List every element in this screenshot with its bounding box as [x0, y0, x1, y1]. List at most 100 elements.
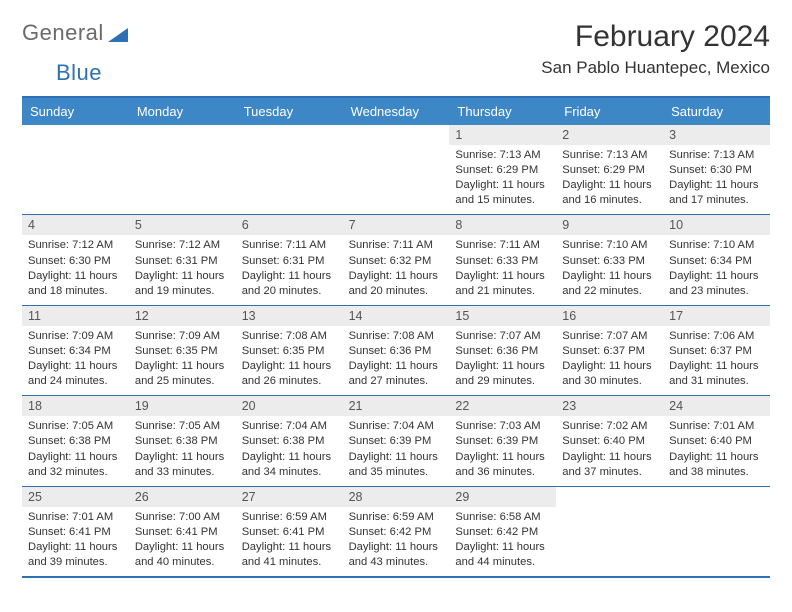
day-info: Sunrise: 7:12 AMSunset: 6:30 PMDaylight:…: [22, 235, 129, 304]
day-cell: 11Sunrise: 7:09 AMSunset: 6:34 PMDayligh…: [22, 306, 129, 395]
day-info: Sunrise: 7:01 AMSunset: 6:40 PMDaylight:…: [663, 416, 770, 485]
day-cell: 17Sunrise: 7:06 AMSunset: 6:37 PMDayligh…: [663, 306, 770, 395]
dow-cell: Saturday: [663, 98, 770, 125]
day-cell: [343, 125, 450, 214]
day-number: 11: [22, 306, 129, 326]
day-cell: 6Sunrise: 7:11 AMSunset: 6:31 PMDaylight…: [236, 215, 343, 304]
day-number: 7: [343, 215, 450, 235]
day-info: Sunrise: 7:08 AMSunset: 6:35 PMDaylight:…: [236, 326, 343, 395]
day-cell: [236, 125, 343, 214]
day-number: 24: [663, 396, 770, 416]
day-info: Sunrise: 6:59 AMSunset: 6:41 PMDaylight:…: [236, 507, 343, 576]
dow-cell: Friday: [556, 98, 663, 125]
day-info: Sunrise: 7:10 AMSunset: 6:33 PMDaylight:…: [556, 235, 663, 304]
dow-header-row: SundayMondayTuesdayWednesdayThursdayFrid…: [22, 98, 770, 125]
dow-cell: Sunday: [22, 98, 129, 125]
day-info: Sunrise: 7:04 AMSunset: 6:39 PMDaylight:…: [343, 416, 450, 485]
location: San Pablo Huantepec, Mexico: [541, 58, 770, 78]
dow-cell: Thursday: [449, 98, 556, 125]
day-cell: 16Sunrise: 7:07 AMSunset: 6:37 PMDayligh…: [556, 306, 663, 395]
day-cell: [22, 125, 129, 214]
day-info: Sunrise: 7:11 AMSunset: 6:33 PMDaylight:…: [449, 235, 556, 304]
week-row: 4Sunrise: 7:12 AMSunset: 6:30 PMDaylight…: [22, 214, 770, 304]
day-cell: 22Sunrise: 7:03 AMSunset: 6:39 PMDayligh…: [449, 396, 556, 485]
day-cell: 1Sunrise: 7:13 AMSunset: 6:29 PMDaylight…: [449, 125, 556, 214]
day-number: 6: [236, 215, 343, 235]
day-cell: 5Sunrise: 7:12 AMSunset: 6:31 PMDaylight…: [129, 215, 236, 304]
day-number: 5: [129, 215, 236, 235]
day-cell: 28Sunrise: 6:59 AMSunset: 6:42 PMDayligh…: [343, 487, 450, 576]
day-number: 22: [449, 396, 556, 416]
day-cell: 2Sunrise: 7:13 AMSunset: 6:29 PMDaylight…: [556, 125, 663, 214]
day-number: 2: [556, 125, 663, 145]
day-number: 3: [663, 125, 770, 145]
day-number: 28: [343, 487, 450, 507]
day-info: Sunrise: 7:09 AMSunset: 6:34 PMDaylight:…: [22, 326, 129, 395]
day-info: Sunrise: 7:08 AMSunset: 6:36 PMDaylight:…: [343, 326, 450, 395]
day-info: Sunrise: 7:13 AMSunset: 6:29 PMDaylight:…: [556, 145, 663, 214]
day-number: 10: [663, 215, 770, 235]
week-row: 25Sunrise: 7:01 AMSunset: 6:41 PMDayligh…: [22, 486, 770, 576]
day-cell: 26Sunrise: 7:00 AMSunset: 6:41 PMDayligh…: [129, 487, 236, 576]
day-info: Sunrise: 7:10 AMSunset: 6:34 PMDaylight:…: [663, 235, 770, 304]
day-cell: 10Sunrise: 7:10 AMSunset: 6:34 PMDayligh…: [663, 215, 770, 304]
day-cell: [129, 125, 236, 214]
day-number: 12: [129, 306, 236, 326]
logo-text-1: General: [22, 20, 104, 46]
dow-cell: Tuesday: [236, 98, 343, 125]
day-number: 8: [449, 215, 556, 235]
day-info: Sunrise: 7:05 AMSunset: 6:38 PMDaylight:…: [129, 416, 236, 485]
day-cell: 14Sunrise: 7:08 AMSunset: 6:36 PMDayligh…: [343, 306, 450, 395]
day-info: Sunrise: 7:07 AMSunset: 6:37 PMDaylight:…: [556, 326, 663, 395]
day-cell: [663, 487, 770, 576]
day-info: Sunrise: 7:04 AMSunset: 6:38 PMDaylight:…: [236, 416, 343, 485]
day-cell: 19Sunrise: 7:05 AMSunset: 6:38 PMDayligh…: [129, 396, 236, 485]
day-number: 1: [449, 125, 556, 145]
day-info: Sunrise: 7:12 AMSunset: 6:31 PMDaylight:…: [129, 235, 236, 304]
logo: General: [22, 20, 132, 46]
day-cell: 13Sunrise: 7:08 AMSunset: 6:35 PMDayligh…: [236, 306, 343, 395]
day-cell: 23Sunrise: 7:02 AMSunset: 6:40 PMDayligh…: [556, 396, 663, 485]
day-info: Sunrise: 7:13 AMSunset: 6:30 PMDaylight:…: [663, 145, 770, 214]
day-cell: 4Sunrise: 7:12 AMSunset: 6:30 PMDaylight…: [22, 215, 129, 304]
day-cell: 8Sunrise: 7:11 AMSunset: 6:33 PMDaylight…: [449, 215, 556, 304]
day-cell: 24Sunrise: 7:01 AMSunset: 6:40 PMDayligh…: [663, 396, 770, 485]
day-cell: 21Sunrise: 7:04 AMSunset: 6:39 PMDayligh…: [343, 396, 450, 485]
day-info: Sunrise: 7:13 AMSunset: 6:29 PMDaylight:…: [449, 145, 556, 214]
day-number: 16: [556, 306, 663, 326]
day-number: 26: [129, 487, 236, 507]
day-number: 18: [22, 396, 129, 416]
day-number: 13: [236, 306, 343, 326]
dow-cell: Monday: [129, 98, 236, 125]
day-number: 21: [343, 396, 450, 416]
day-info: Sunrise: 7:02 AMSunset: 6:40 PMDaylight:…: [556, 416, 663, 485]
day-cell: 15Sunrise: 7:07 AMSunset: 6:36 PMDayligh…: [449, 306, 556, 395]
day-info: Sunrise: 7:11 AMSunset: 6:32 PMDaylight:…: [343, 235, 450, 304]
day-info: Sunrise: 6:58 AMSunset: 6:42 PMDaylight:…: [449, 507, 556, 576]
day-number: 25: [22, 487, 129, 507]
dow-cell: Wednesday: [343, 98, 450, 125]
day-number: 9: [556, 215, 663, 235]
day-number: 14: [343, 306, 450, 326]
day-info: Sunrise: 6:59 AMSunset: 6:42 PMDaylight:…: [343, 507, 450, 576]
day-cell: 9Sunrise: 7:10 AMSunset: 6:33 PMDaylight…: [556, 215, 663, 304]
day-info: Sunrise: 7:00 AMSunset: 6:41 PMDaylight:…: [129, 507, 236, 576]
day-info: Sunrise: 7:06 AMSunset: 6:37 PMDaylight:…: [663, 326, 770, 395]
week-row: 18Sunrise: 7:05 AMSunset: 6:38 PMDayligh…: [22, 395, 770, 485]
day-info: Sunrise: 7:11 AMSunset: 6:31 PMDaylight:…: [236, 235, 343, 304]
day-number: 27: [236, 487, 343, 507]
day-info: Sunrise: 7:07 AMSunset: 6:36 PMDaylight:…: [449, 326, 556, 395]
week-row: 1Sunrise: 7:13 AMSunset: 6:29 PMDaylight…: [22, 125, 770, 214]
day-info: Sunrise: 7:01 AMSunset: 6:41 PMDaylight:…: [22, 507, 129, 576]
day-cell: 18Sunrise: 7:05 AMSunset: 6:38 PMDayligh…: [22, 396, 129, 485]
day-number: 29: [449, 487, 556, 507]
day-number: 17: [663, 306, 770, 326]
day-cell: 20Sunrise: 7:04 AMSunset: 6:38 PMDayligh…: [236, 396, 343, 485]
day-info: Sunrise: 7:05 AMSunset: 6:38 PMDaylight:…: [22, 416, 129, 485]
day-number: 19: [129, 396, 236, 416]
calendar: SundayMondayTuesdayWednesdayThursdayFrid…: [22, 96, 770, 578]
day-info: Sunrise: 7:03 AMSunset: 6:39 PMDaylight:…: [449, 416, 556, 485]
logo-text-2: Blue: [56, 60, 102, 86]
day-cell: 29Sunrise: 6:58 AMSunset: 6:42 PMDayligh…: [449, 487, 556, 576]
day-cell: [556, 487, 663, 576]
